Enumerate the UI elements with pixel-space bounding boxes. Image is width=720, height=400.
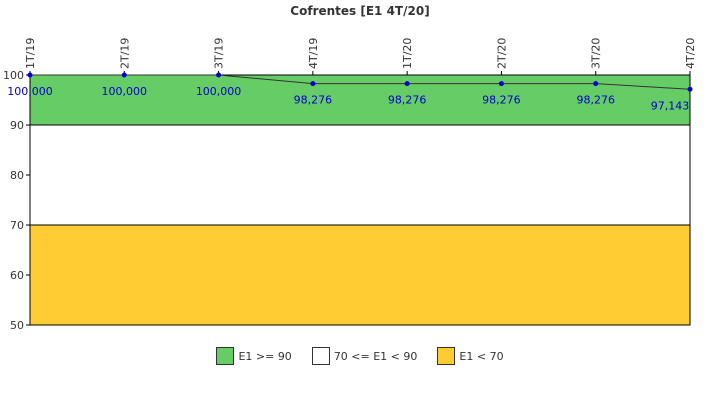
legend-item-white: 70 <= E1 < 90 [311,347,418,365]
data-point [498,81,504,87]
series-polyline [30,74,691,90]
x-tick-label: 2T/19 [118,38,131,69]
legend-item-green: E1 >= 90 [216,347,292,365]
legend-label-yellow: E1 < 70 [459,349,504,363]
x-tick-label: 4T/19 [307,38,320,69]
data-label: 100,000 [196,85,242,98]
threshold-bands [29,74,691,326]
data-label: 100,000 [102,85,148,98]
band-1 [29,124,691,226]
data-labels: 100,000 100,000 100,000 98,276 98,276 98,276 9… [7,85,689,112]
data-point [310,81,316,87]
data-point [687,86,693,92]
data-label: 98,276 [388,94,427,107]
x-tick-label: 4T/20 [684,38,697,69]
y-tick-label: 60 [10,269,24,282]
legend-swatch-yellow [437,347,456,365]
data-label: 97,143 [651,99,690,112]
legend-item-yellow: E1 < 70 [437,347,504,365]
band-2 [29,224,691,326]
data-point [593,81,599,87]
y-tick-label: 70 [10,219,24,232]
data-point [404,81,410,87]
data-label: 100,000 [7,85,53,98]
y-tick-label: 50 [10,319,24,332]
x-tick-label: 2T/20 [495,38,508,69]
legend-label-white: 70 <= E1 < 90 [333,349,418,363]
data-point [27,72,33,78]
legend: E1 >= 90 70 <= E1 < 90 E1 < 70 [0,344,720,368]
x-tick-label: 3T/19 [213,38,226,69]
x-tick-label: 3T/20 [590,38,603,69]
data-point [121,72,127,78]
y-tick-label: 90 [10,119,24,132]
legend-swatch-white [311,347,330,365]
legend-label-green: E1 >= 90 [238,349,292,363]
series-line [27,72,693,92]
data-point [216,72,222,78]
y-tick-label: 80 [10,169,24,182]
x-tick-label: 1T/20 [401,38,414,69]
data-label: 98,276 [482,94,521,107]
data-label: 98,276 [294,94,333,107]
legend-swatch-green [216,347,235,365]
y-tick-label: 100 [3,69,24,82]
chart-title: Cofrentes [E1 4T/20] [290,4,429,18]
x-tick-label: 1T/19 [24,38,37,69]
data-label: 98,276 [576,94,615,107]
